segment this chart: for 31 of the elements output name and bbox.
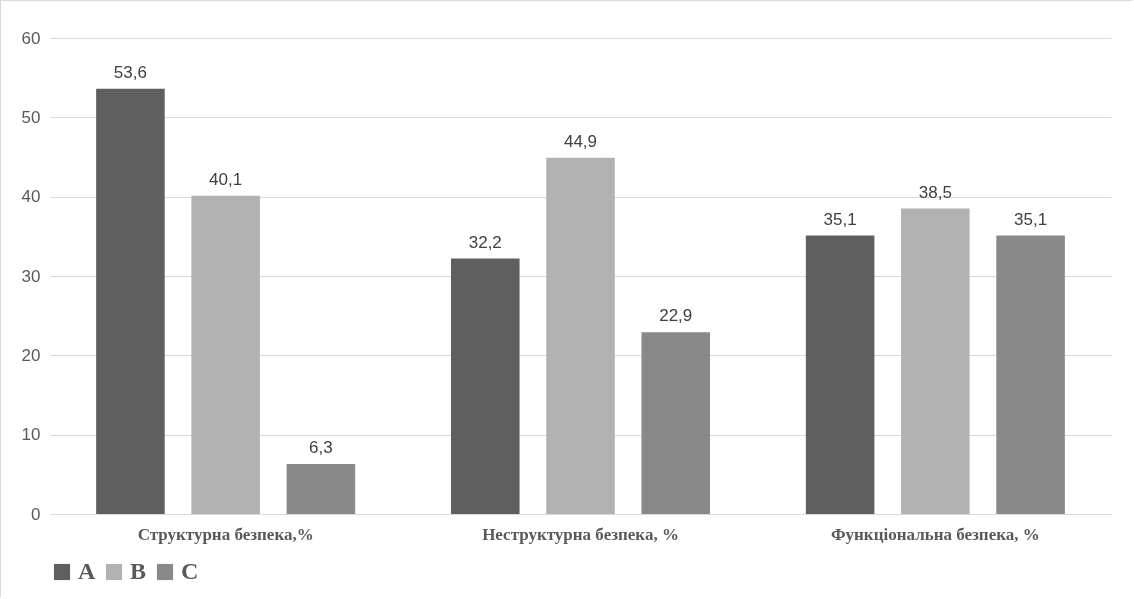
data-label: 35,1 [823,209,857,229]
x-tick-label: Структурна безпека,% [137,524,314,544]
data-label: 22,9 [659,306,693,326]
legend-label: B [130,558,147,584]
bar [546,157,615,514]
bar [191,195,260,514]
y-tick-label: 20 [21,345,41,365]
y-tick-label: 40 [21,187,41,207]
y-tick-label: 30 [21,266,41,286]
data-label: 6,3 [309,438,333,458]
bar [96,88,165,514]
bar [805,235,875,514]
y-tick-label: 50 [21,107,41,127]
x-tick-label: Неструктурна безпека, % [482,524,679,544]
bar [901,208,970,514]
data-label: 38,5 [918,182,952,202]
x-tick-label: Функціональна безпека, % [830,524,1040,544]
legend-label: A [78,558,96,584]
data-label: 40,1 [209,169,243,189]
data-label: 32,2 [468,232,502,252]
bar [641,332,711,514]
bar [996,235,1065,514]
y-tick-label: 60 [21,28,41,48]
legend-label: C [181,558,199,584]
data-label: 44,9 [563,131,598,151]
bar [286,464,356,514]
y-tick-label: 10 [21,425,41,445]
data-label: 53,6 [113,62,147,82]
bar [450,258,520,514]
data-label: 35,1 [1014,209,1048,229]
y-tick-label: 0 [31,504,41,524]
